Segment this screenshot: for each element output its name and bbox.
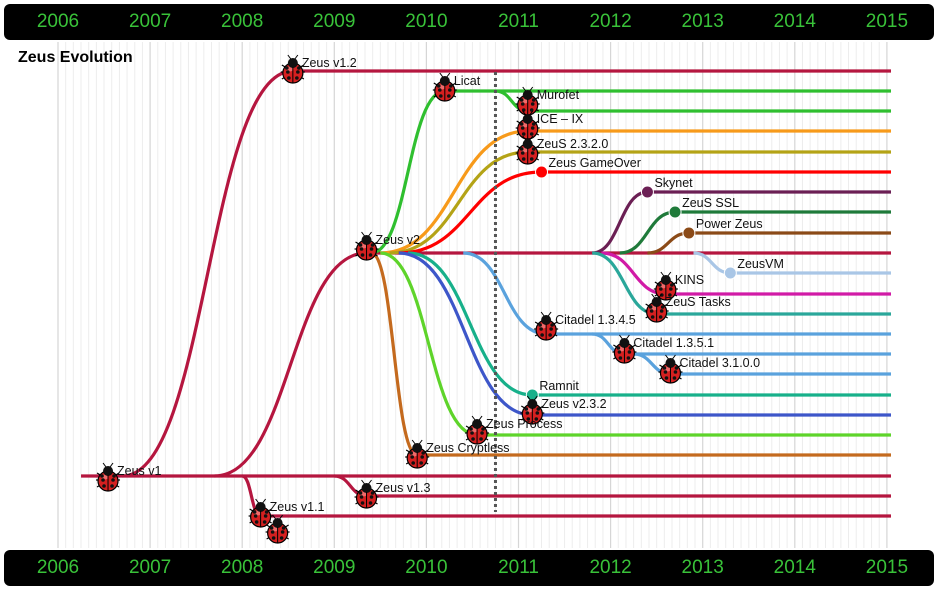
variant-label: Citadel 1.3.5.1 [633, 336, 714, 350]
ladybug-icon [515, 110, 540, 140]
branch-line [380, 129, 891, 255]
year-label-2009: 2009 [313, 11, 356, 32]
variant-label: Zeus GameOver [549, 156, 641, 170]
year-label-2013: 2013 [681, 557, 724, 578]
year-label-2010: 2010 [405, 11, 448, 32]
ladybug-icon [265, 514, 290, 544]
branch-line [380, 251, 891, 437]
year-label-2011: 2011 [498, 11, 539, 32]
variant-label: Murofet [537, 88, 580, 102]
variant-label: Zeus v2 [376, 233, 421, 247]
year-label-2006: 2006 [36, 11, 80, 32]
year-label-2015: 2015 [865, 557, 909, 578]
year-label-2012: 2012 [589, 11, 632, 32]
ladybug-icon [280, 54, 305, 84]
variant-label: Ramnit [539, 379, 579, 393]
year-label-2015: 2015 [865, 11, 909, 32]
variant-label: ZeuS 2.3.2.0 [537, 137, 609, 151]
variant-label: ZeuS SSL [682, 196, 739, 210]
variant-label: Power Zeus [696, 217, 763, 231]
variant-label: Citadel 3.1.0.0 [679, 356, 760, 370]
year-label-2014: 2014 [773, 557, 816, 578]
branch-line [398, 251, 891, 417]
variant-dot [668, 205, 682, 219]
year-label-2012: 2012 [589, 557, 632, 578]
branch-line [693, 251, 891, 275]
ladybug-icon [96, 462, 121, 492]
branch-line [407, 251, 891, 397]
variant-label: KINS [675, 273, 704, 287]
year-label-2007: 2007 [128, 11, 172, 32]
branch-line [389, 150, 891, 255]
year-label-2009: 2009 [313, 557, 356, 578]
ladybug-icon [354, 231, 379, 261]
year-label-2008: 2008 [221, 557, 264, 578]
ladybug-icon [644, 293, 669, 323]
year-axis-top: 2006 2007 2008 2009 2010 2011 2012 2013 2014 2015 [4, 4, 934, 40]
variant-label: Zeus v1.2 [302, 56, 357, 70]
variant-dot [723, 266, 737, 280]
branch-line [398, 170, 891, 255]
year-label-2007: 2007 [128, 557, 172, 578]
ladybug-icon [248, 498, 273, 528]
variant-label: Zeus Process [486, 417, 562, 431]
year-label-2013: 2013 [681, 11, 724, 32]
variant-dot [682, 226, 696, 240]
variant-label: Zeus v1.1 [270, 500, 325, 514]
variant-label: Zeus Cryptless [426, 441, 509, 455]
ladybug-icon [658, 354, 683, 384]
variant-label: Licat [454, 74, 481, 88]
year-label-2011: 2011 [498, 557, 539, 578]
variant-label: Zeus v1.3 [376, 481, 431, 495]
variant-label: ICE – IX [537, 112, 584, 126]
chart-title: Zeus Evolution [18, 49, 133, 66]
variant-label: ZeusVM [737, 257, 784, 271]
year-label-2006: 2006 [36, 557, 80, 578]
ladybug-icon [612, 334, 637, 364]
branch-line [214, 251, 891, 478]
ladybug-icon [432, 72, 457, 102]
year-label-2008: 2008 [221, 11, 264, 32]
ladybug-icon [405, 439, 430, 469]
ladybug-icon [520, 395, 545, 425]
ladybug-icon [534, 311, 559, 341]
variant-label: Skynet [654, 176, 693, 190]
ladybug-icon [515, 135, 540, 165]
variant-label: Zeus v1 [117, 464, 162, 478]
year-axis-bottom: 2006 2007 2008 2009 2010 2011 2012 2013 2014 2015 [4, 550, 934, 586]
variant-label: Zeus v2.3.2 [541, 397, 606, 411]
branch-line [122, 69, 891, 478]
variant-dot [535, 165, 549, 179]
year-label-2010: 2010 [405, 557, 448, 578]
ladybug-icon [465, 415, 490, 445]
variant-label: Citadel 1.3.4.5 [555, 313, 636, 327]
year-label-2014: 2014 [773, 11, 816, 32]
ladybug-icon [354, 479, 379, 509]
variant-dot [640, 185, 654, 199]
variant-label: ZeuS Tasks [666, 295, 731, 309]
